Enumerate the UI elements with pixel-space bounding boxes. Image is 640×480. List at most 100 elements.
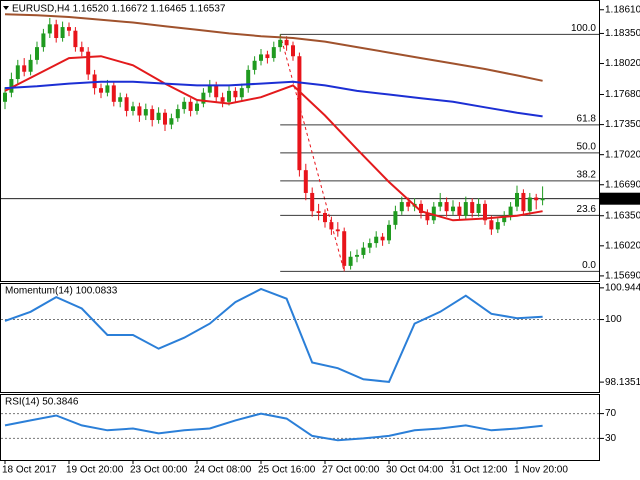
candle-body [99, 88, 103, 93]
candle-body [316, 211, 321, 214]
momentum-title: Momentum(14) 100.0833 [5, 286, 118, 297]
candle-body [444, 202, 449, 212]
fib-label: 23.6 [577, 204, 597, 215]
candle-body [214, 85, 219, 98]
candle-body [3, 92, 7, 102]
x-tick-label: 30 Oct 04:00 [386, 465, 444, 476]
candle-body [361, 247, 366, 255]
candle-body [515, 192, 519, 207]
y-tick-label: 100 [605, 314, 622, 325]
candle-body [470, 202, 475, 214]
last-price-box [600, 192, 640, 205]
momentum-panel [0, 283, 600, 393]
y-tick-label: 1.18350 [605, 28, 640, 39]
fib-label: 38.2 [577, 169, 597, 180]
y-tick-label: 1.18020 [605, 58, 640, 69]
candle-body [137, 106, 142, 116]
x-tick-label: 25 Oct 16:00 [258, 465, 316, 476]
candle-body [67, 27, 71, 31]
candle-body [291, 45, 295, 57]
candle-body [540, 198, 545, 201]
x-tick-label: 24 Oct 08:00 [194, 465, 252, 476]
candle-body [278, 39, 283, 48]
candle-body [457, 206, 462, 216]
candle-body [252, 60, 257, 70]
moving-average [4, 13, 543, 82]
x-tick-label: 23 Oct 00:00 [130, 465, 188, 476]
candle-body [271, 47, 276, 59]
candle-body [220, 97, 225, 102]
candle-body [79, 47, 84, 52]
candle-body [355, 254, 359, 257]
candle-body [201, 92, 206, 104]
candle-body [521, 192, 526, 212]
candle-body [86, 51, 91, 75]
candle-body [73, 30, 78, 48]
candle-body [527, 197, 532, 212]
candle-body [259, 54, 263, 61]
candle-body [188, 101, 193, 111]
plot-layer: 100.0 61.8 50.0 38.2 23.6 0.0 [1, 13, 600, 442]
chart-title: EURUSD,H4 1.16520 1.16672 1.16465 1.1653… [12, 4, 226, 15]
candle-body [227, 90, 231, 102]
candle-body [9, 79, 14, 93]
candle-body [303, 170, 308, 193]
y-tick-label: 1.18610 [605, 4, 640, 15]
candle-body [124, 97, 129, 111]
candle-body [118, 97, 123, 102]
candle-body [105, 85, 110, 93]
candle-body [342, 231, 347, 266]
fib-label: 61.8 [577, 114, 597, 125]
y-tick-label: 100.9447 [605, 282, 640, 293]
x-tick-label: 19 Oct 20:00 [66, 465, 124, 476]
y-tick-label: 70 [605, 408, 617, 419]
x-tick-label: 1 Nov 20:00 [514, 465, 568, 476]
candle-body [335, 229, 340, 232]
candle-body [111, 85, 116, 102]
rsi-title: RSI(14) 50.3846 [5, 397, 79, 408]
candle-body [399, 202, 404, 212]
candle-body [380, 236, 385, 241]
candle-body [476, 203, 481, 214]
candle-body [15, 65, 20, 80]
x-tick-label: 31 Oct 12:00 [450, 465, 508, 476]
candle-body [163, 112, 167, 125]
y-tick-label: 1.15690 [605, 271, 640, 282]
candle-body [143, 109, 148, 116]
candle-body [265, 54, 270, 59]
candle-body [489, 220, 494, 230]
candle-body [169, 118, 174, 125]
candle-body [131, 106, 135, 111]
indicator-line [4, 412, 543, 442]
candle-body [367, 243, 372, 248]
candle-body [310, 192, 315, 212]
fib-label: 50.0 [577, 141, 597, 152]
candle-body [150, 109, 155, 121]
indicator-line [4, 287, 543, 383]
candle-body [387, 224, 391, 241]
candle-body [297, 56, 302, 171]
candle-body [419, 203, 423, 214]
candle-body [483, 203, 487, 221]
symbol-icon [3, 6, 9, 10]
candle-body [246, 69, 251, 89]
candle-body [156, 112, 161, 121]
candle-body [393, 211, 398, 225]
candle-body [28, 59, 33, 72]
candle-body [41, 33, 46, 48]
candle-body [60, 27, 65, 39]
candle-body [406, 202, 411, 207]
candle-body [175, 109, 180, 119]
y-tick-label: 1.17350 [605, 119, 640, 130]
candle-body [502, 215, 507, 223]
candle-body [329, 222, 334, 230]
candle-body [323, 213, 327, 223]
y-tick-label: 1.17020 [605, 149, 640, 160]
fib-label: 0.0 [582, 260, 596, 271]
candle-body [374, 236, 379, 244]
candle-body [508, 206, 513, 216]
candle-body [425, 213, 430, 221]
candle-body [233, 90, 238, 98]
candle-body [207, 85, 212, 93]
